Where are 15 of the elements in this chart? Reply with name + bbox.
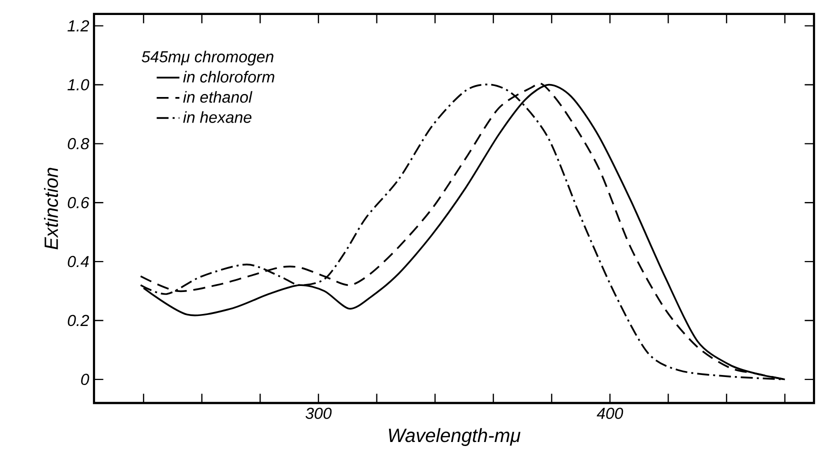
y-tick-label: 0 <box>81 374 90 386</box>
y-tick-label: 0.6 <box>68 196 90 208</box>
y-axis-title: Extinction <box>44 168 58 250</box>
legend-label: in hexane <box>183 111 252 123</box>
legend-title: 545mμ chromogen <box>142 50 274 66</box>
y-tick-label: 0.4 <box>68 256 89 268</box>
x-tick-label: 400 <box>596 408 624 419</box>
x-axis-title: Wavelength-mμ <box>388 428 520 446</box>
y-tick-label: 1.0 <box>68 79 90 90</box>
x-tick-label: 300 <box>306 408 332 419</box>
y-tick-label: 0.8 <box>68 138 90 150</box>
legend-label: in ethanol <box>183 91 252 103</box>
y-tick-label: 0.2 <box>68 314 90 326</box>
y-tick-label: 1.2 <box>68 20 90 32</box>
legend-label: in chloroform <box>183 70 274 83</box>
